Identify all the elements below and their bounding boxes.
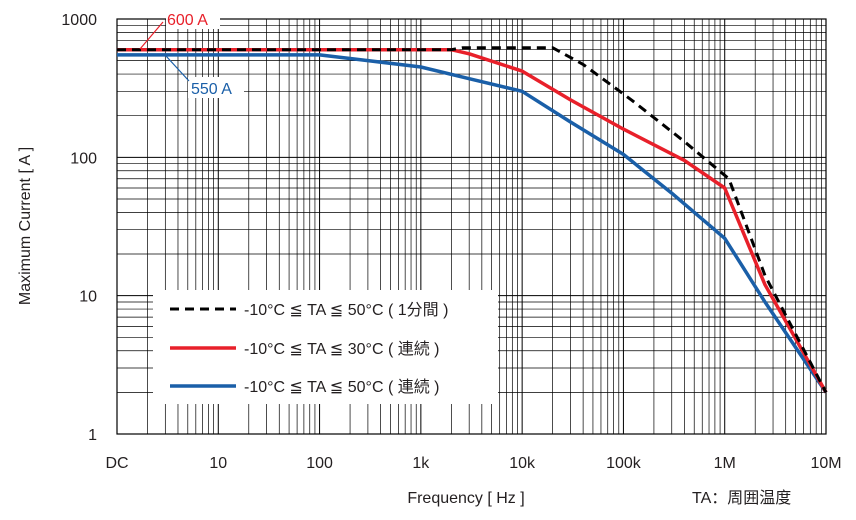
legend: -10°C ≦ TA ≦ 50°C ( 1分間 ) -10°C ≦ TA ≦ 3… [153, 290, 498, 404]
annotation-600a-leader [139, 21, 164, 50]
y-tick-label: 100 [70, 150, 97, 167]
y-tick-label: 1000 [61, 12, 97, 29]
legend-label-series-0: -10°C ≦ TA ≦ 50°C ( 1分間 ) [244, 301, 448, 319]
tick-labels: DC 10 100 1k 10k 100k 1M 10M 1 10 100 1000 [61, 12, 841, 472]
series-line-0 [117, 46, 828, 394]
x-tick-label: 1k [412, 455, 430, 472]
y-axis-label: Maximum Current [ A ] [17, 147, 34, 305]
legend-label-series-1: -10°C ≦ TA ≦ 30°C ( 連続 ) [244, 340, 440, 358]
x-tick-label: 100 [306, 455, 333, 472]
x-tick-label: DC [105, 455, 128, 472]
x-axis-label: Frequency [ Hz ] [407, 490, 524, 507]
y-tick-label: 10 [79, 289, 97, 306]
legend-label-series-2: -10°C ≦ TA ≦ 50°C ( 連続 ) [244, 378, 440, 396]
x-tick-label: 100k [606, 455, 642, 472]
plot-frame [116, 18, 827, 435]
series-line-2 [117, 53, 828, 394]
annotation-550a-leader [165, 55, 190, 82]
annotation-600a-label: 600 A [167, 12, 208, 29]
x-tick-label: 1M [714, 455, 736, 472]
footnote: TA：周囲温度 [692, 489, 791, 507]
x-tick-label: 10k [509, 455, 536, 472]
series-layer [117, 46, 828, 394]
annotation-600a: 600 A [139, 9, 220, 50]
series-line-1 [117, 47, 828, 394]
x-tick-label: 10M [810, 455, 841, 472]
annotation-600a-bg [166, 9, 220, 29]
annotation-550a: 550 A [165, 55, 244, 98]
y-tick-label: 1 [88, 427, 97, 444]
annotation-550a-label: 550 A [191, 81, 232, 98]
x-tick-label: 10 [209, 455, 227, 472]
annotation-550a-bg [188, 77, 244, 98]
